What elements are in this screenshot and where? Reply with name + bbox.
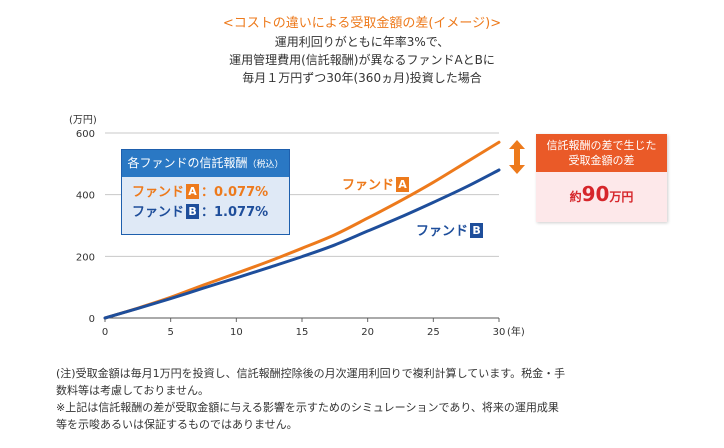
footnote-line-2: 数料等は考慮しておりません。	[56, 384, 210, 397]
fund-a-fee-prefix: ファンド	[132, 185, 185, 200]
difference-number: 90	[581, 182, 610, 206]
y-axis-unit: (万円)	[69, 115, 97, 126]
difference-callout-line-1: 信託報酬の差で生じた	[546, 139, 657, 152]
fund-b-fee-badge: B	[186, 204, 200, 219]
fund-b-fee-value: ：1.077%	[201, 205, 269, 220]
x-tick-label-25: 25	[427, 327, 440, 338]
fund-a-fee-value: ：0.077%	[201, 185, 269, 200]
series-label-b-badge: B	[470, 223, 484, 238]
axes	[104, 317, 500, 322]
fee-info-box: 各ファンドの信託報酬（税込） ファンド A ：0.077% ファンド B ：1.077%	[121, 149, 290, 235]
y-tick-label-600: 600	[76, 129, 95, 140]
tick-labels: 0 200 400 600 0 5 10 15 20 25 30 (万円) (年)	[69, 115, 525, 338]
chart-header: <コストの違いによる受取金額の差(イメージ)> 運用利回りがともに年率3%で、 …	[0, 14, 724, 87]
difference-callout-header: 信託報酬の差で生じた 受取金額の差	[536, 134, 667, 172]
fee-box-header: 各ファンドの信託報酬（税込）	[122, 150, 289, 177]
difference-callout: 信託報酬の差で生じた 受取金額の差 約90万円	[536, 134, 667, 222]
fund-b-fee-row: ファンド B ：1.077%	[122, 203, 289, 223]
difference-amount: 約90万円	[536, 182, 667, 206]
y-tick-label-200: 200	[76, 252, 95, 263]
fund-a-fee-badge: A	[186, 184, 200, 199]
x-tick-label-10: 10	[230, 327, 243, 338]
x-tick-label-30: 30	[493, 327, 506, 338]
double-arrow-icon	[509, 140, 525, 174]
series-label-fund-b: ファンド B	[416, 220, 485, 239]
series-label-a-prefix: ファンド	[342, 178, 395, 193]
difference-callout-line-2: 受取金額の差	[568, 154, 635, 167]
series-lines	[103, 140, 501, 320]
fee-box-title: 各ファンドの信託報酬	[127, 156, 248, 170]
y-tick-label-0: 0	[89, 314, 95, 325]
series-label-fund-a: ファンド A	[342, 174, 411, 193]
x-axis-unit: (年)	[507, 325, 525, 338]
series-label-a-badge: A	[396, 177, 410, 192]
difference-unit: 万円	[609, 190, 634, 204]
x-tick-label-0: 0	[102, 327, 108, 338]
fund-b-fee-prefix: ファンド	[132, 205, 185, 220]
condition-line-1: 運用利回りがともに年率3%で、	[274, 35, 450, 49]
x-tick-label-20: 20	[361, 327, 374, 338]
x-tick-label-5: 5	[167, 327, 173, 338]
footnote-line-3: ※上記は信託報酬の差が受取金額に与える影響を示すためのシミュレーションであり、将…	[56, 401, 559, 414]
footnote-line-4: 等を示唆あるいは保証するものではありません。	[56, 418, 298, 431]
condition-line-2: 運用管理費用(信託報酬)が異なるファンドAとBに	[229, 53, 495, 67]
footnote-line-1: (注)受取金額は毎月1万円を投資し、信託報酬控除後の月次運用利回りで複利計算して…	[56, 367, 566, 380]
fee-box-title-note: （税込）	[247, 160, 284, 170]
x-tick-label-15: 15	[296, 327, 309, 338]
condition-line-3: 毎月１万円ずつ30年(360ヵ月)投資した場合	[242, 71, 482, 85]
series-label-b-prefix: ファンド	[416, 224, 469, 239]
fund-a-fee-row: ファンド A ：0.077%	[122, 183, 289, 203]
y-tick-label-400: 400	[76, 191, 95, 202]
chart-title: <コストの違いによる受取金額の差(イメージ)>	[222, 16, 502, 31]
difference-prefix: 約	[569, 190, 582, 204]
footnotes: (注)受取金額は毎月1万円を投資し、信託報酬控除後の月次運用利回りで複利計算して…	[56, 365, 676, 433]
series-line-fund-b	[103, 168, 501, 320]
